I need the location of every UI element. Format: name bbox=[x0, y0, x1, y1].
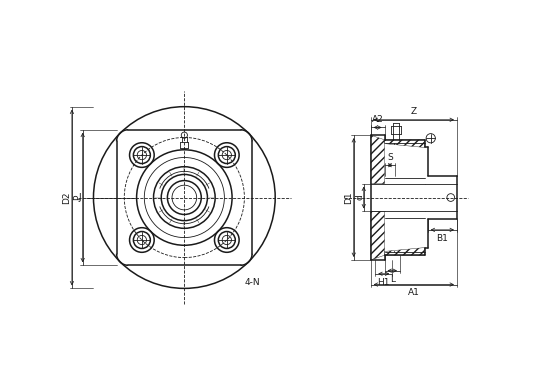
Text: A2: A2 bbox=[371, 115, 384, 125]
Text: L: L bbox=[390, 275, 395, 283]
Text: A1: A1 bbox=[408, 288, 420, 298]
Text: P: P bbox=[73, 195, 83, 200]
Text: H1: H1 bbox=[378, 278, 390, 286]
Text: S: S bbox=[387, 153, 393, 162]
Text: D1: D1 bbox=[344, 191, 353, 204]
Text: J: J bbox=[78, 193, 81, 202]
Text: B1: B1 bbox=[436, 234, 448, 243]
Text: Z: Z bbox=[411, 107, 417, 116]
Text: 4-N: 4-N bbox=[245, 278, 260, 286]
Text: d: d bbox=[355, 195, 364, 201]
Text: D2: D2 bbox=[62, 191, 71, 204]
